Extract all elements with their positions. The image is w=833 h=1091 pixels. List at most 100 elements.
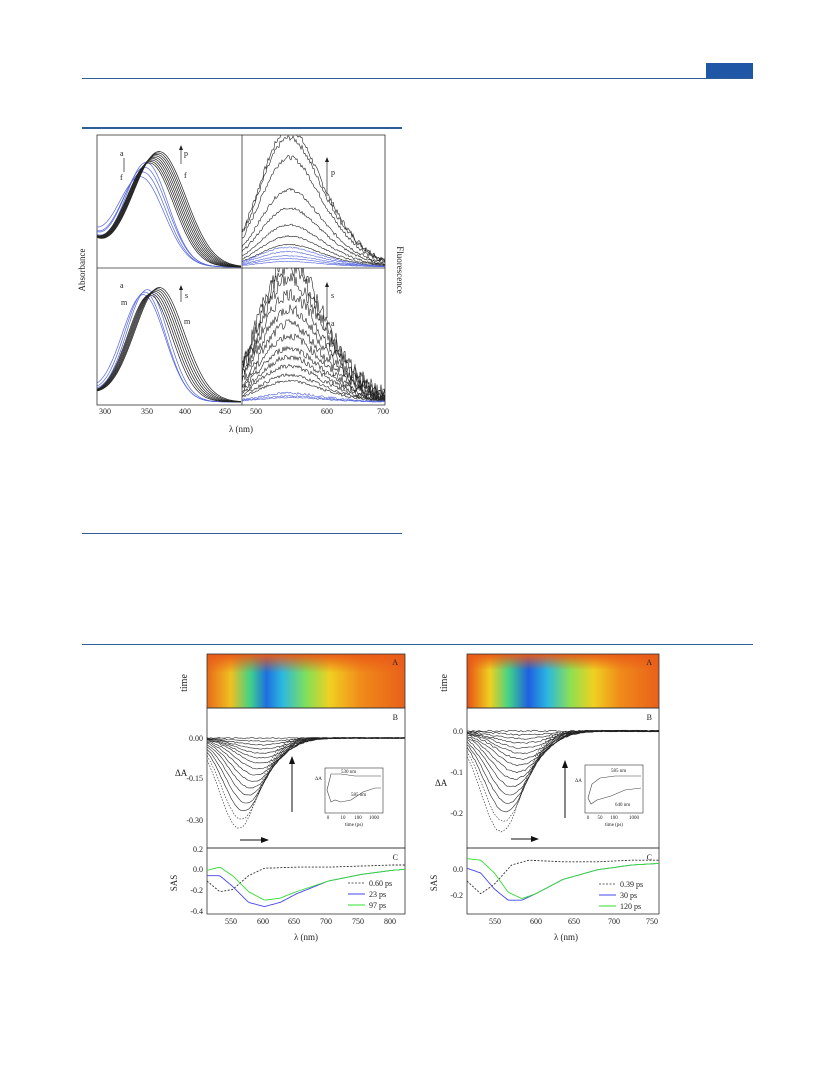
figure1-ylabel-right: Fluorescence	[395, 246, 405, 293]
panel-a-ylabel-right: time	[439, 674, 450, 692]
figure1-spectra: a f p f p a a m s m s a Absorbance Fluor…	[77, 134, 405, 434]
absorbance-top-black-trace-1	[97, 161, 242, 268]
legend-left: 0.60 ps 23 ps 97 ps	[348, 879, 392, 910]
svg-text:-0.2: -0.2	[450, 891, 463, 900]
delta-a-left-trace-15	[207, 737, 405, 739]
figure1-xticks: 300 350 400 450 500 600 700	[99, 407, 389, 416]
panel-b-label-right: B	[647, 713, 652, 722]
svg-text:0.60 ps: 0.60 ps	[369, 879, 392, 888]
panel-c-ylabel-right: SAS	[429, 875, 439, 892]
figure1-top-fluorescence-traces	[242, 135, 385, 268]
svg-text:10: 10	[341, 816, 347, 821]
fluorescence-top-black-trace-2	[242, 154, 385, 263]
svg-text:0.39 ps: 0.39 ps	[620, 880, 643, 889]
fluorescence-top-blue-trace-3	[242, 258, 385, 268]
svg-text:550: 550	[225, 917, 237, 926]
marker-f-top: f	[120, 173, 123, 182]
ytick-minus0.30: -0.30	[186, 816, 203, 825]
svg-text:0.2: 0.2	[193, 845, 203, 854]
figure1-frame	[96, 134, 386, 406]
svg-text:-0.1: -0.1	[450, 768, 463, 777]
fluorescence-bottom-black-trace-2	[242, 273, 385, 402]
panel-b-ylabel-left: ΔA	[175, 768, 188, 778]
absorbance-top-black-trace-0	[97, 162, 241, 268]
sas-series-2	[467, 858, 659, 899]
fluorescence-bottom-black-trace-11	[242, 379, 385, 403]
inset-left	[324, 767, 384, 814]
ytick-0.00: 0.00	[189, 734, 203, 743]
fluorescence-bottom-black-trace-4	[242, 304, 385, 401]
absorbance-top-blue-trace-3	[97, 176, 241, 268]
figure2-top-rule	[82, 644, 753, 645]
fluorescence-top-black-trace-1	[242, 135, 385, 262]
sas-traces-left	[207, 864, 405, 907]
fluorescence-bottom-blue-trace-0	[242, 391, 385, 403]
absorbance-top-black-trace-6	[97, 154, 242, 267]
svg-text:120 ps: 120 ps	[620, 902, 641, 911]
xtick-500: 500	[250, 407, 262, 416]
svg-text:0.0: 0.0	[193, 865, 203, 874]
panel-a-label-left: A	[392, 658, 398, 667]
svg-text:700: 700	[608, 917, 620, 926]
svg-text:1000: 1000	[369, 816, 380, 821]
marker-p-fluo: p	[331, 168, 335, 177]
figure1-xlabel: λ (nm)	[229, 424, 253, 434]
xtick-600: 600	[321, 407, 333, 416]
figure2-left: A time B ΔA 0.00 -0.15 -0.30 530 nm 585 …	[169, 653, 406, 942]
figure1-top-absorbance-traces	[97, 151, 242, 268]
absorbance-top-black-trace-7	[97, 152, 242, 267]
legend-right: 0.39 ps 30 ps 120 ps	[599, 880, 643, 911]
delta-a-traces-right	[467, 729, 659, 833]
inset-xlabel-left: time (ps)	[345, 823, 363, 828]
svg-text:97 ps: 97 ps	[369, 901, 386, 910]
fluorescence-top-black-trace-4	[242, 207, 385, 266]
marker-m2-bottom: m	[184, 317, 191, 326]
svg-text:550: 550	[489, 917, 501, 926]
absorbance-bottom-black-trace-4	[97, 289, 242, 403]
marker-f2-top: f	[184, 171, 187, 180]
ytick-minus0.15: -0.15	[186, 774, 203, 783]
marker-m-bottom: m	[121, 298, 128, 307]
fluorescence-bottom-black-trace-10	[242, 373, 385, 403]
panel-c-label-right: C	[647, 853, 652, 862]
panel-c-ylabel-left: SAS	[169, 875, 179, 892]
marker-s-bottom: s	[185, 291, 188, 300]
inset-label-585: 585 nm	[351, 793, 366, 798]
fluorescence-top-blue-trace-0	[242, 246, 385, 267]
svg-text:23 ps: 23 ps	[369, 890, 386, 899]
svg-text:650: 650	[568, 917, 580, 926]
fluorescence-top-black-trace-7	[242, 243, 385, 267]
svg-text:100: 100	[354, 816, 362, 821]
svg-text:-0.4: -0.4	[190, 907, 203, 916]
svg-text:600: 600	[257, 917, 269, 926]
inset-label-530: 530 nm	[341, 770, 356, 775]
svg-text:650: 650	[288, 917, 300, 926]
panel-b-ylabel-right: ΔA	[435, 778, 448, 788]
marker-a-top: a	[120, 149, 124, 158]
absorbance-bottom-black-trace-6	[97, 287, 242, 402]
figure1-ylabel-left: Absorbance	[77, 249, 87, 292]
sas-traces-right	[467, 858, 659, 901]
panel-c-label-left: C	[393, 853, 398, 862]
delta-a-traces-left	[207, 737, 405, 829]
xlabel-left: λ (nm)	[294, 932, 318, 942]
svg-text:0.0: 0.0	[453, 727, 463, 736]
fluorescence-bottom-black-trace-6	[242, 333, 385, 401]
marker-s-fluo: s	[331, 291, 334, 300]
fluorescence-top-black-trace-3	[242, 187, 385, 264]
xtick-400: 400	[179, 407, 191, 416]
arrow-right-right	[531, 836, 539, 842]
svg-text:0.0: 0.0	[453, 865, 463, 874]
fluorescence-top-black-trace-0	[242, 135, 385, 263]
absorbance-bottom-black-trace-1	[97, 293, 241, 403]
svg-text:0: 0	[327, 816, 330, 821]
figure1-bottom-fluorescence-traces	[242, 268, 385, 403]
delta-a-right-trace-1	[467, 729, 659, 822]
svg-text:700: 700	[320, 917, 332, 926]
absorbance-top-black-trace-8	[97, 151, 242, 267]
fluorescence-bottom-blue-trace-2	[242, 396, 385, 403]
absorbance-bottom-black-trace-0	[97, 294, 241, 403]
fluorescence-top-black-trace-6	[242, 235, 385, 266]
svg-text:-0.2: -0.2	[450, 809, 463, 818]
inset-label-585-right: 585 nm	[611, 769, 626, 774]
